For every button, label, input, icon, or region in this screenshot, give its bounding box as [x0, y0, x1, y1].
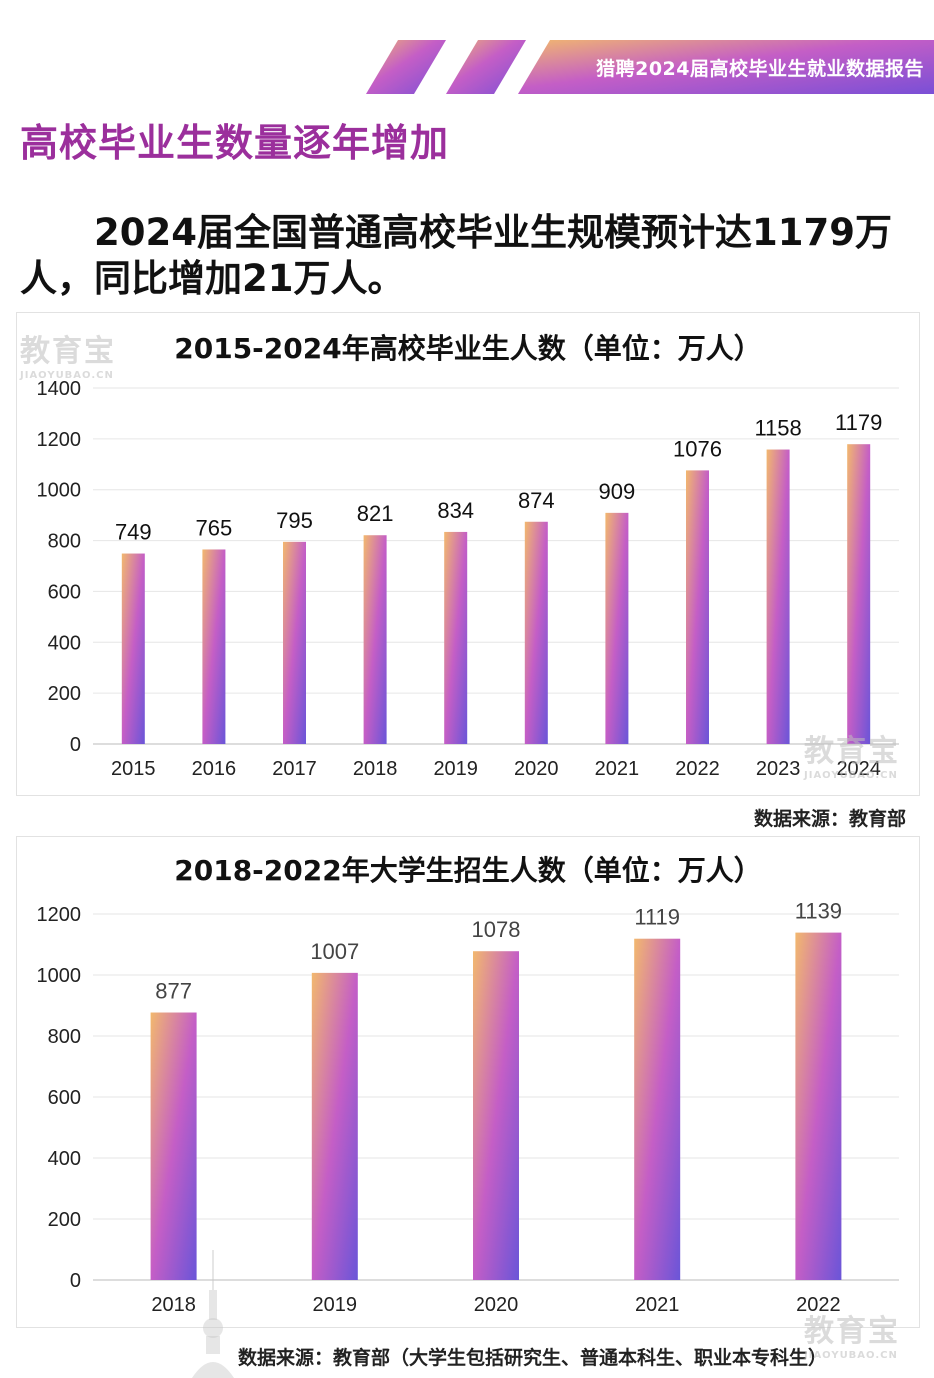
intro-paragraph: 2024届全国普通高校毕业生规模预计达1179万人，同比增加21万人。: [20, 211, 892, 300]
x-tick-label: 2018: [353, 758, 398, 780]
chart-source: 数据来源：教育部: [753, 808, 906, 830]
chart-source: 数据来源：教育部（大学生包括研究生、普通本科生、职业本专科生）: [238, 1347, 828, 1369]
y-tick-label: 400: [48, 1148, 81, 1170]
bar: [121, 553, 145, 744]
x-tick-label: 2016: [192, 758, 237, 780]
bar: [444, 531, 468, 744]
y-tick-label: 1000: [37, 480, 82, 502]
x-tick-label: 2019: [433, 758, 478, 780]
data-label: 795: [276, 508, 313, 533]
y-tick-label: 200: [48, 683, 81, 705]
x-tick-label: 2018: [151, 1294, 196, 1316]
data-label: 834: [437, 498, 474, 523]
data-label: 1179: [835, 410, 882, 435]
y-tick-label: 1400: [37, 378, 82, 400]
bar: [363, 535, 387, 744]
bar: [847, 444, 871, 744]
bar: [150, 1012, 197, 1280]
x-tick-label: 2020: [474, 1294, 519, 1316]
y-tick-label: 400: [48, 632, 81, 654]
banner-stripes: [366, 40, 934, 94]
banner-title: 猎聘2024届高校毕业生就业数据报告: [596, 58, 924, 80]
y-tick-label: 800: [48, 531, 81, 553]
x-tick-label: 2023: [756, 758, 801, 780]
data-label: 877: [155, 979, 192, 1004]
chart-title: 2015-2024年高校毕业生人数（单位：万人）: [174, 332, 762, 365]
report-banner: 猎聘2024届高校毕业生就业数据报告: [366, 40, 934, 94]
x-tick-label: 2021: [635, 1294, 680, 1316]
watermark-logo: 教育宝 JIAOYUBAO.CN: [804, 734, 900, 781]
data-label: 1076: [673, 436, 722, 461]
graduates-chart-card: 2015-2024年高校毕业生人数（单位：万人） 0 200 400 600 800 10…: [16, 312, 920, 796]
bar: [202, 549, 226, 744]
y-tick-label: 0: [70, 734, 81, 756]
data-label: 749: [115, 520, 152, 545]
x-tick-label: 2019: [313, 1294, 358, 1316]
tower-silhouette-icon: [192, 1250, 234, 1378]
enrollment-chart-card: 2018-2022年大学生招生人数（单位：万人） 0 200 400 600 800 10…: [16, 836, 920, 1328]
x-tick-label: 2022: [675, 758, 720, 780]
x-tick-label: 2017: [272, 758, 317, 780]
bar: [283, 541, 306, 744]
y-tick-label: 600: [48, 581, 81, 603]
data-label: 909: [599, 479, 636, 504]
chart-title: 2018-2022年大学生招生人数（单位：万人）: [174, 854, 762, 887]
bar: [634, 938, 681, 1280]
x-tick-label: 2020: [514, 758, 559, 780]
enrollment-bar-chart: 0 200 400 600 800 1000 1200 877 2018 1007 2019 1078…: [37, 899, 899, 1316]
data-label: 1139: [795, 899, 842, 924]
x-tick-label: 2021: [595, 758, 640, 780]
watermark-logo: 教育宝 JIAOYUBAO.CN: [804, 1314, 900, 1361]
y-tick-label: 1200: [37, 429, 82, 451]
section-title: 高校毕业生数量逐年增加: [20, 121, 450, 165]
data-label: 1078: [472, 917, 521, 942]
bar: [605, 512, 629, 744]
data-label: 821: [357, 501, 394, 526]
bar: [686, 470, 709, 744]
y-tick-label: 1000: [37, 965, 82, 987]
graduates-bar-chart: 0 200 400 600 800 1000 1200 1400 749 2015 765 2016 7…: [37, 378, 899, 780]
bar: [311, 972, 358, 1280]
bar: [524, 521, 548, 744]
y-tick-label: 1200: [37, 904, 82, 926]
data-label: 874: [518, 488, 555, 513]
y-tick-label: 200: [48, 1209, 81, 1231]
watermark-logo: 教育宝 JIAOYUBAO.CN: [20, 334, 116, 381]
data-label: 765: [196, 515, 233, 540]
x-tick-label: 2022: [796, 1294, 841, 1316]
x-tick-label: 2024: [836, 758, 881, 780]
y-tick-label: 600: [48, 1087, 81, 1109]
bar: [473, 951, 519, 1280]
y-tick-label: 800: [48, 1026, 81, 1048]
data-label: 1158: [754, 416, 801, 441]
data-label: 1007: [310, 939, 359, 964]
bar: [766, 449, 790, 744]
x-tick-label: 2015: [111, 758, 156, 780]
data-label: 1119: [634, 905, 680, 930]
bar: [795, 932, 842, 1280]
y-tick-label: 0: [70, 1270, 81, 1292]
